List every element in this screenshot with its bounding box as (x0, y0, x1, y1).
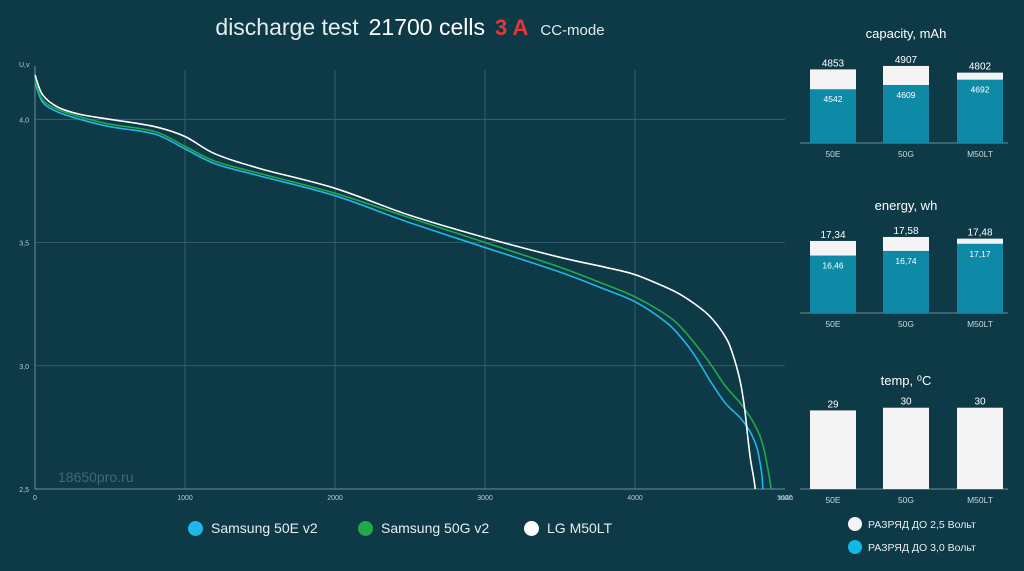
legend-label: Samsung 50E v2 (211, 520, 318, 536)
bar-total-50e (810, 410, 856, 489)
right-legend-label: РАЗРЯД ДО 2,5 Вольт (868, 519, 976, 531)
panel-title: capacity, mAh (866, 26, 947, 41)
category-label: 50E (825, 319, 840, 329)
series-line-lg-m50lt (34, 74, 757, 490)
bar-total-50g (883, 407, 929, 489)
series-line-samsung-50g (34, 79, 772, 490)
legend-label: LG M50LT (547, 520, 613, 536)
bar-total-m50lt (957, 407, 1003, 489)
watermark: 18650pro.ru (58, 469, 134, 485)
x-tick-label: 5000 (777, 495, 793, 502)
series-line-samsung-50e (34, 82, 764, 490)
y-tick-label: 2,5 (19, 487, 29, 494)
bar-total-label: 4853 (822, 58, 845, 69)
legend-dot-samsung-50e (188, 521, 203, 536)
bar-part-m50lt (957, 79, 1003, 143)
bar-part-label: 4609 (897, 90, 916, 100)
x-tick-label: 4000 (627, 495, 643, 502)
y-axis-label: U,v (19, 62, 30, 69)
bar-total-label: 17,58 (893, 226, 918, 237)
panel-title: energy, wh (875, 198, 938, 213)
bar-total-label: 17,34 (820, 230, 845, 241)
legend-item-samsung-50g: Samsung 50G v2 (358, 520, 489, 536)
bar-part-50e (810, 255, 856, 313)
legend-dot-lg-m50lt (524, 521, 539, 536)
y-tick-label: 3,5 (19, 241, 29, 248)
legend-label: Samsung 50G v2 (381, 520, 490, 536)
right-legend-label: РАЗРЯД ДО 3,0 Вольт (868, 542, 976, 554)
bar-total-label: 30 (974, 397, 986, 408)
category-label: 50G (898, 319, 914, 329)
bar-part-label: 16,74 (895, 256, 917, 266)
right-legend-dot-2v5 (848, 517, 862, 531)
x-tick-label: 0 (33, 495, 37, 502)
y-tick-label: 4,0 (19, 117, 29, 124)
category-label: M50LT (967, 495, 993, 505)
bar-total-label: 17,48 (967, 228, 992, 239)
bar-part-50g (883, 84, 929, 143)
category-label: 50E (825, 149, 840, 159)
right-legend-item-2v5: РАЗРЯД ДО 2,5 Вольт (848, 517, 976, 531)
bar-part-label: 17,17 (969, 249, 991, 259)
right-legend-item-3v0: РАЗРЯД ДО 3,0 Вольт (848, 540, 976, 554)
category-label: M50LT (967, 319, 993, 329)
panel-title: temp, ⁰C (881, 373, 932, 388)
bar-part-label: 4542 (824, 94, 843, 104)
category-label: 50E (825, 495, 840, 505)
legend-item-lg-m50lt: LG M50LT (524, 520, 612, 536)
category-label: 50G (898, 495, 914, 505)
title-part-test: discharge test (215, 14, 359, 40)
x-tick-label: 1000 (177, 495, 193, 502)
title-part-mode: CC-mode (540, 22, 605, 39)
bar-total-label: 30 (900, 397, 912, 408)
legend-item-samsung-50e: Samsung 50E v2 (188, 520, 318, 536)
y-tick-label: 3,0 (19, 364, 29, 371)
bar-part-50g (883, 250, 929, 313)
bar-part-label: 16,46 (822, 261, 844, 271)
bar-total-label: 29 (827, 399, 839, 410)
right-legend-dot-3v0 (848, 540, 862, 554)
chart-title: discharge test 21700 cells 3 A CC-mode (0, 14, 820, 41)
title-part-cells: 21700 cells (368, 14, 485, 40)
bar-total-label: 4907 (895, 55, 918, 66)
x-axis-label: mAh (779, 495, 794, 502)
title-part-current: 3 A (494, 15, 529, 40)
bar-part-label: 4692 (971, 85, 990, 95)
category-label: 50G (898, 149, 914, 159)
x-tick-label: 2000 (327, 495, 343, 502)
category-label: M50LT (967, 149, 993, 159)
bar-total-label: 4802 (969, 62, 992, 73)
legend-dot-samsung-50g (358, 521, 373, 536)
x-tick-label: 3000 (477, 495, 493, 502)
bar-part-50e (810, 89, 856, 143)
bar-part-m50lt (957, 243, 1003, 313)
